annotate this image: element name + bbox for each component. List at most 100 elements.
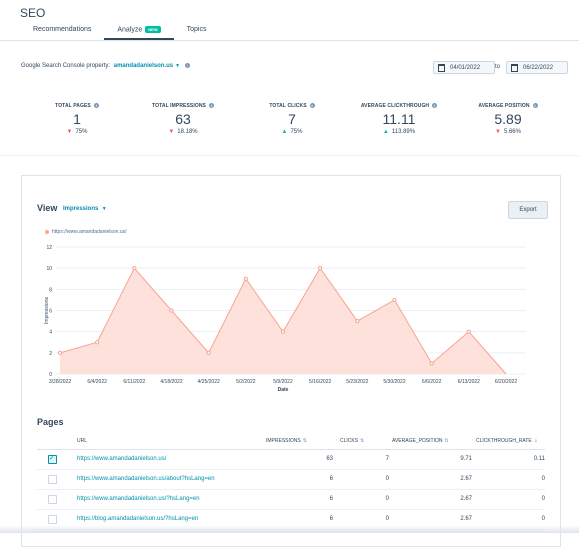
x-tick-label: 6/6/2022 xyxy=(422,379,442,385)
x-tick-label: 5/16/2022 xyxy=(309,379,331,385)
chevron-down-icon: ▼ xyxy=(175,63,181,70)
stat-change-value: 18.18% xyxy=(177,129,198,135)
date-to-input[interactable]: 06/22/2022 xyxy=(506,61,568,74)
x-tick-label: 6/13/2022 xyxy=(458,379,480,385)
tab-analyze-label: Analyze xyxy=(117,26,143,34)
tab-analyze[interactable]: Analyze NEW xyxy=(104,24,174,40)
tab-bar: Recommendations Analyze NEW Topics xyxy=(20,24,219,40)
date-to-value: 06/22/2022 xyxy=(523,64,554,71)
impressions-cell: 6 xyxy=(329,516,333,522)
data-point xyxy=(318,266,323,271)
x-tick-label: 5/9/2022 xyxy=(273,379,293,385)
stat-value: 63 xyxy=(175,111,191,127)
info-icon[interactable]: i xyxy=(309,103,315,109)
arrow-down-icon: ▼ xyxy=(168,129,175,135)
col-impressions[interactable]: IMPRESSIONS ⇅ xyxy=(266,438,307,444)
date-separator: to xyxy=(495,64,501,70)
data-point xyxy=(280,329,286,334)
page-url-link[interactable]: https://www.amandadanielson.us/?hsLang=e… xyxy=(77,496,200,502)
gsc-property-dropdown[interactable]: amandadanielson.us ▼ xyxy=(114,63,180,69)
info-icon[interactable]: i xyxy=(532,103,538,109)
y-tick-label: 6 xyxy=(49,309,52,315)
legend-label: https://www.amandadanielson.us/ xyxy=(52,229,127,235)
tab-topics[interactable]: Topics xyxy=(174,24,220,40)
arrow-down-icon: ▼ xyxy=(495,129,501,135)
x-tick-label: 5/30/2022 xyxy=(383,379,405,385)
col-url[interactable]: URL xyxy=(77,438,88,444)
stat-change-value: 113.89% xyxy=(391,129,416,135)
avg-position-cell: 2.67 xyxy=(460,476,472,482)
metric-dropdown[interactable]: Impressions ▼ xyxy=(63,206,107,212)
data-point xyxy=(57,350,63,355)
chart-legend[interactable]: https://www.amandadanielson.us/ xyxy=(45,229,127,235)
row-checkbox[interactable] xyxy=(48,475,57,484)
page-url-link[interactable]: https://blog.amandadanielson.us/?hsLang=… xyxy=(77,516,199,522)
col-clickthrough-rate-label: CLICKTHROUGH_RATE xyxy=(476,438,532,444)
stat-label-text: AVERAGE CLICKTHROUGH xyxy=(360,103,430,109)
sort-icon: ⇅ xyxy=(302,438,307,444)
col-average-position[interactable]: AVERAGE_POSITION ⇅ xyxy=(392,438,449,444)
clicks-cell: 0 xyxy=(385,496,389,502)
y-tick-label: 2 xyxy=(49,351,52,357)
y-tick-label: 0 xyxy=(49,372,52,378)
bottom-shadow xyxy=(0,525,579,533)
arrow-up-icon: ▲ xyxy=(281,129,288,135)
x-tick-label: 5/23/2022 xyxy=(346,379,368,385)
table-row: https://www.amandadanielson.us/about?hsL… xyxy=(37,470,545,490)
stat-label: TOTAL CLICKS i xyxy=(237,103,347,109)
info-icon[interactable]: i xyxy=(93,103,99,109)
row-checkbox[interactable] xyxy=(48,495,57,504)
data-point xyxy=(243,276,248,281)
col-impressions-label: IMPRESSIONS xyxy=(266,438,301,444)
stat-change-value: 5.66% xyxy=(503,129,521,135)
x-axis-label: Date xyxy=(278,387,289,393)
impressions-cell: 6 xyxy=(329,476,333,482)
stat-change: ▼ 5.66% xyxy=(453,129,563,135)
x-tick-label: 6/11/2022 xyxy=(123,379,145,385)
stat-label-text: TOTAL PAGES xyxy=(55,103,91,109)
y-tick-label: 10 xyxy=(46,266,52,272)
stats-summary: TOTAL PAGES i 1 ▼ 75% TOTAL IMPRESSIONS i 6… xyxy=(0,103,579,143)
col-average-position-label: AVERAGE_POSITION xyxy=(392,438,443,444)
stat-total-clicks: TOTAL CLICKS i 7 ▲ 75% xyxy=(237,103,347,135)
col-clicks-label: CLICKS xyxy=(340,438,359,444)
gsc-property-value: amandadanielson.us xyxy=(113,63,174,70)
page-url-link[interactable]: https://www.amandadanielson.us/ xyxy=(77,456,167,462)
avg-position-cell: 2.67 xyxy=(460,516,472,522)
info-icon[interactable]: i xyxy=(208,103,214,109)
y-tick-label: 8 xyxy=(49,287,52,293)
info-icon[interactable]: i xyxy=(432,103,438,109)
tab-recommendations[interactable]: Recommendations xyxy=(20,24,104,40)
data-point xyxy=(95,340,100,345)
col-clickthrough-rate[interactable]: CLICKTHROUGH_RATE ⇣ xyxy=(476,438,538,444)
data-point xyxy=(169,308,174,313)
data-point xyxy=(429,361,434,366)
analytics-card: View Impressions ▼ Export https://www.am… xyxy=(21,175,561,547)
metric-dropdown-value: Impressions xyxy=(63,206,99,212)
row-checkbox[interactable] xyxy=(48,454,57,464)
table-header: URL IMPRESSIONS ⇅ CLICKS ⇅ AVERAGE_POSITIO… xyxy=(37,432,545,450)
clicks-cell: 0 xyxy=(385,516,389,522)
data-point xyxy=(206,350,211,355)
data-point xyxy=(355,318,360,324)
y-tick-label: 4 xyxy=(49,330,52,336)
avg-position-cell: 9.71 xyxy=(460,456,472,462)
col-clicks[interactable]: CLICKS ⇅ xyxy=(340,438,364,444)
info-icon[interactable]: i xyxy=(184,63,190,68)
legend-swatch xyxy=(45,229,49,234)
page-url-link[interactable]: https://www.amandadanielson.us/about?hsL… xyxy=(77,476,215,482)
new-badge: NEW xyxy=(145,26,161,33)
clicks-cell: 0 xyxy=(385,476,389,482)
date-from-input[interactable]: 04/01/2022 xyxy=(433,61,495,74)
export-button[interactable]: Export xyxy=(508,201,548,219)
chevron-down-icon: ▼ xyxy=(100,206,107,212)
x-tick-label: 4/25/2022 xyxy=(198,379,220,385)
stat-value: 7 xyxy=(288,111,296,127)
date-from-value: 04/01/2022 xyxy=(450,64,481,71)
sort-icon: ⇅ xyxy=(444,438,449,444)
x-tick-label: 6/4/2022 xyxy=(87,379,107,385)
stat-value: 11.11 xyxy=(382,111,416,127)
stat-label: TOTAL PAGES i xyxy=(22,103,132,109)
row-checkbox[interactable] xyxy=(48,515,57,524)
ctr-cell: 0.11 xyxy=(533,456,545,462)
